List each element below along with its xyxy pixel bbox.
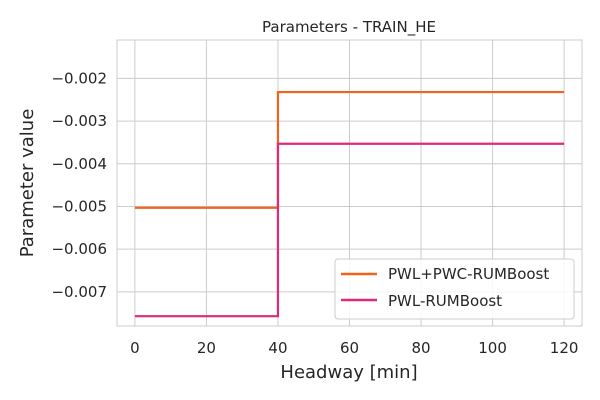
legend-label: PWL+PWC-RUMBoost [388,265,549,283]
x-tick-label: 80 [411,339,430,357]
x-tick-label: 40 [268,339,287,357]
y-tick-label: −0.002 [51,69,107,87]
y-tick-label: −0.007 [51,283,107,301]
x-tick-label: 0 [130,339,140,357]
x-tick-label: 100 [478,339,507,357]
legend-label: PWL-RUMBoost [388,292,502,310]
y-tick-label: −0.003 [51,112,107,130]
series-line [134,142,565,318]
legend-box [334,258,575,320]
legend: PWL+PWC-RUMBoost PWL-RUMBoost [334,258,575,320]
y-tick-label: −0.006 [51,240,107,258]
x-ticks: 0 20 40 60 80 100 120 [130,339,578,357]
x-tick-label: 120 [550,339,579,357]
x-axis-label: Headway [min] [280,362,417,383]
x-tick-label: 60 [340,339,359,357]
y-axis-label: Parameter value [17,109,38,258]
series-lines [134,90,565,318]
x-tick-label: 20 [197,339,216,357]
y-tick-label: −0.005 [51,197,107,215]
y-ticks: −0.007 −0.006 −0.005 −0.004 −0.003 −0.002 [51,69,107,300]
chart-title: Parameters - TRAIN_HE [262,18,436,37]
y-tick-label: −0.004 [51,155,107,173]
